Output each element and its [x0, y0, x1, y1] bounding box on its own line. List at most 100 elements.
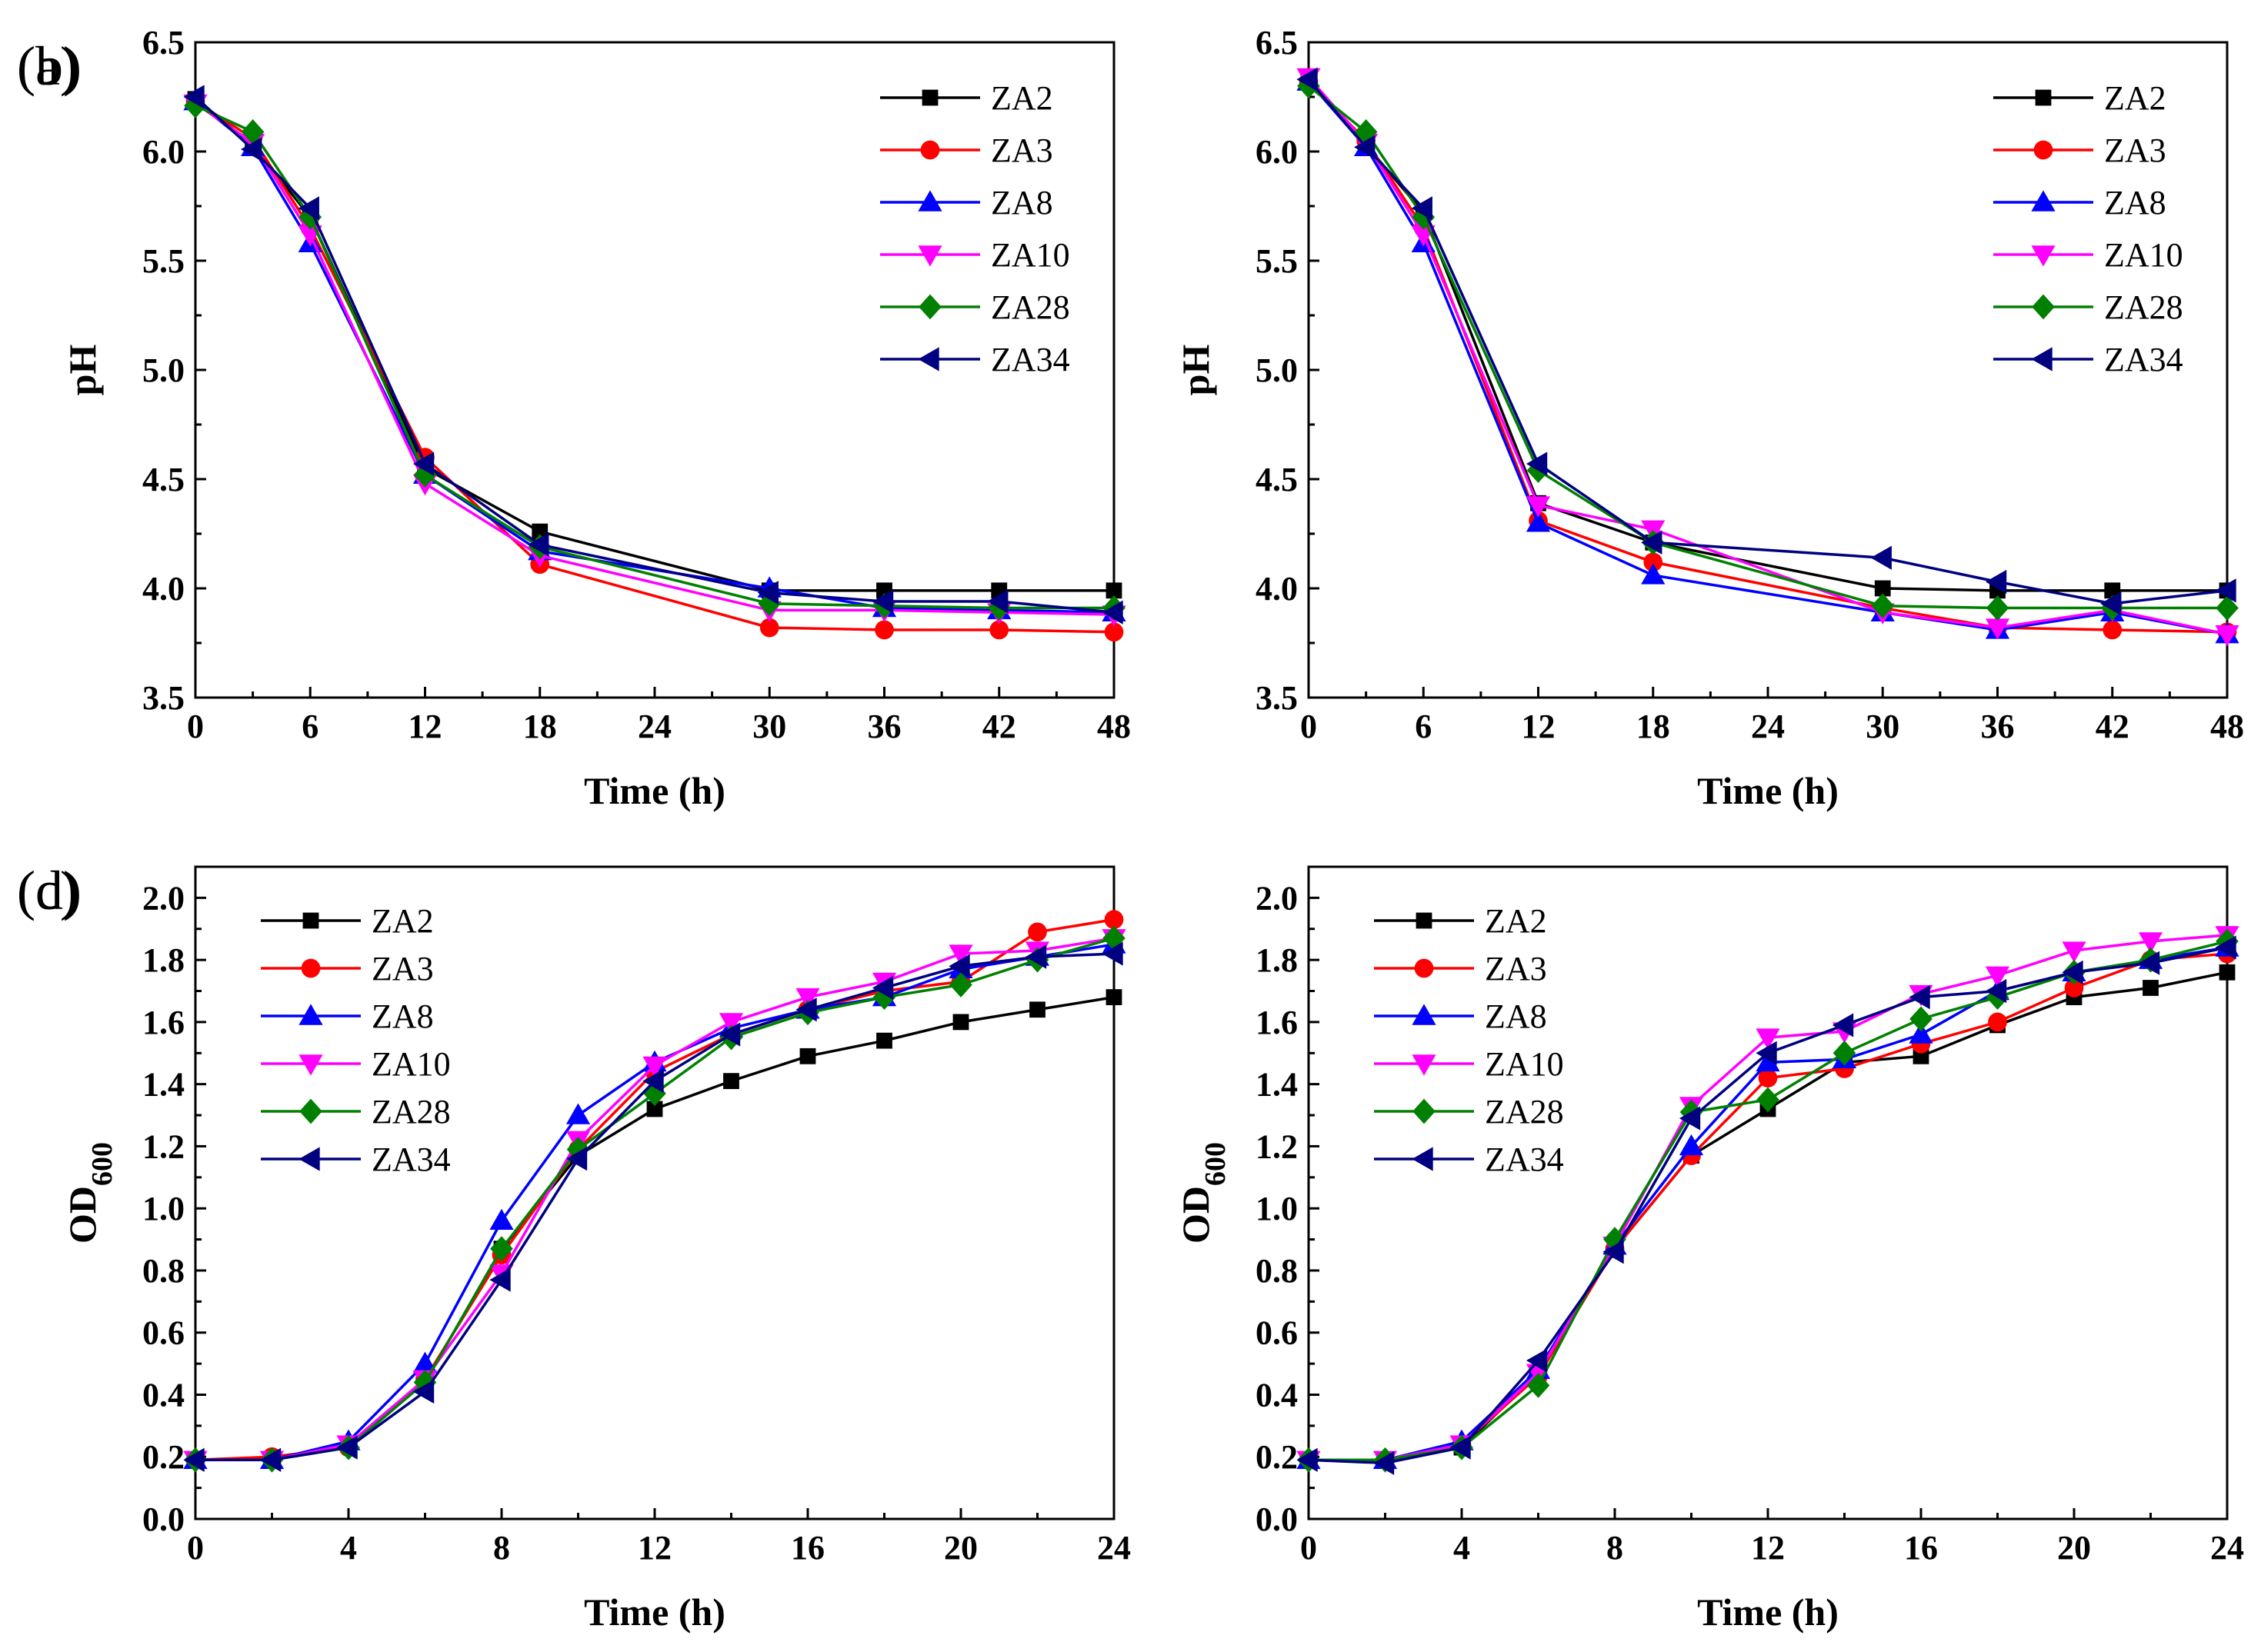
data-point-za28 — [184, 92, 207, 118]
legend-label: ZA34 — [2104, 341, 2183, 378]
data-point-za34 — [183, 85, 205, 109]
data-point-za28 — [1909, 1006, 1933, 1032]
data-point-za28 — [413, 461, 437, 488]
legend-marker — [2031, 190, 2056, 211]
plot-frame — [194, 41, 1115, 699]
panel-letter: (a) — [17, 35, 78, 97]
x-tick-label: 6 — [302, 708, 318, 745]
series-line-za2 — [1307, 78, 2227, 592]
legend-label: ZA34 — [372, 1141, 451, 1178]
data-point-za3 — [1988, 1012, 2007, 1032]
data-point-za10 — [795, 988, 820, 1010]
legend-marker — [2033, 140, 2053, 160]
data-point-za8 — [1679, 1134, 1704, 1156]
x-tick-label: 12 — [1751, 1529, 1785, 1567]
y-tick-label: 0.0 — [142, 1500, 185, 1538]
x-tick-label: 18 — [1636, 708, 1670, 745]
panel-letter: (b) — [17, 35, 82, 97]
data-point-za34 — [642, 1069, 664, 1094]
y-tick-label: 1.8 — [1256, 941, 1298, 979]
data-point-za28 — [1603, 1227, 1626, 1252]
series-line-za10 — [1309, 934, 2228, 1462]
data-point-za3 — [1758, 1068, 1778, 1087]
legend-marker — [2031, 245, 2056, 267]
legend-marker — [1414, 958, 1434, 978]
y-tick-label: 0.2 — [1256, 1438, 1298, 1476]
data-point-za34 — [795, 998, 817, 1022]
y-tick-label: 6.0 — [142, 133, 185, 171]
y-tick-label: 0.6 — [142, 1314, 185, 1352]
x-tick-label: 48 — [1097, 708, 1131, 745]
data-point-za8 — [489, 1208, 514, 1231]
y-tick-label: 3.5 — [142, 679, 185, 717]
data-point-za8 — [1909, 1022, 1933, 1044]
data-point-za10 — [2215, 624, 2239, 647]
data-point-za34 — [1449, 1435, 1471, 1460]
y-tick-label: 1.2 — [1256, 1127, 1298, 1165]
data-point-za34 — [1102, 941, 1123, 966]
x-tick-label: 20 — [944, 1529, 978, 1567]
legend-label: ZA28 — [1485, 1093, 1564, 1131]
data-point-za34 — [2138, 951, 2160, 975]
legend-label: ZA3 — [2104, 132, 2166, 169]
legend-label: ZA8 — [1485, 998, 1547, 1035]
data-point-za34 — [2062, 960, 2083, 984]
panel-letter: (d) — [17, 860, 82, 921]
legend-label: ZA28 — [372, 1093, 451, 1131]
y-tick-label: 1.0 — [142, 1190, 185, 1227]
data-point-za3 — [989, 620, 1009, 640]
legend-marker — [1412, 1054, 1436, 1076]
data-point-za28 — [1832, 1040, 1856, 1066]
y-tick-label: 4.0 — [1256, 570, 1298, 608]
data-point-za2 — [2143, 980, 2159, 996]
panel-letter: (c) — [17, 860, 78, 921]
data-point-za34 — [2215, 935, 2236, 960]
legend-label: ZA34 — [1485, 1141, 1564, 1178]
x-tick-label: 36 — [868, 708, 902, 745]
data-point-za34 — [241, 137, 262, 162]
data-point-za3 — [759, 618, 779, 638]
x-tick-label: 4 — [1453, 1529, 1470, 1567]
data-point-za28 — [1871, 593, 1895, 619]
legend-marker — [922, 89, 939, 106]
legend-label: ZA3 — [1485, 950, 1547, 988]
legend-marker — [918, 347, 939, 371]
data-point-za34 — [1679, 1106, 1701, 1131]
y-tick-label: 2.0 — [1256, 879, 1298, 917]
x-tick-label: 20 — [2057, 1529, 2091, 1567]
legend-label: ZA10 — [1485, 1045, 1564, 1083]
data-point-za28 — [241, 119, 265, 145]
x-tick-label: 24 — [1751, 708, 1785, 745]
data-point-za2 — [876, 1032, 892, 1049]
legend-marker — [918, 190, 942, 211]
x-tick-label: 6 — [1415, 708, 1432, 745]
data-point-za34 — [1411, 196, 1432, 221]
x-tick-label: 0 — [1300, 1529, 1317, 1567]
data-point-za10 — [2138, 932, 2163, 954]
y-tick-label: 0.2 — [142, 1438, 185, 1476]
series-line-za34 — [195, 952, 1115, 1462]
legend-label: ZA8 — [372, 998, 434, 1035]
data-point-za3 — [1028, 922, 1047, 942]
data-point-za28 — [1756, 1087, 1779, 1113]
data-point-za8 — [1526, 511, 1551, 532]
y-tick-label: 1.4 — [1256, 1066, 1298, 1104]
y-tick-label: 4.0 — [142, 570, 185, 608]
series-line-za34 — [1308, 946, 2228, 1465]
y-tick-label: 1.2 — [142, 1127, 185, 1165]
y-tick-label: 3.5 — [1256, 679, 1298, 717]
data-point-za8 — [1641, 563, 1666, 585]
data-point-za34 — [412, 1379, 435, 1404]
x-tick-label: 36 — [1981, 708, 2015, 745]
data-point-za34 — [412, 451, 435, 476]
data-point-za3 — [1104, 622, 1124, 642]
series-line-za34 — [194, 95, 1115, 614]
data-point-za34 — [1526, 451, 1548, 476]
data-point-za34 — [719, 1022, 741, 1047]
legend-marker — [302, 912, 319, 929]
legend-label: ZA8 — [991, 184, 1053, 221]
legend-marker — [1412, 1004, 1436, 1025]
data-point-za3 — [2064, 978, 2084, 998]
series-line-za8 — [1309, 946, 2228, 1462]
data-point-za34 — [1756, 1041, 1777, 1065]
